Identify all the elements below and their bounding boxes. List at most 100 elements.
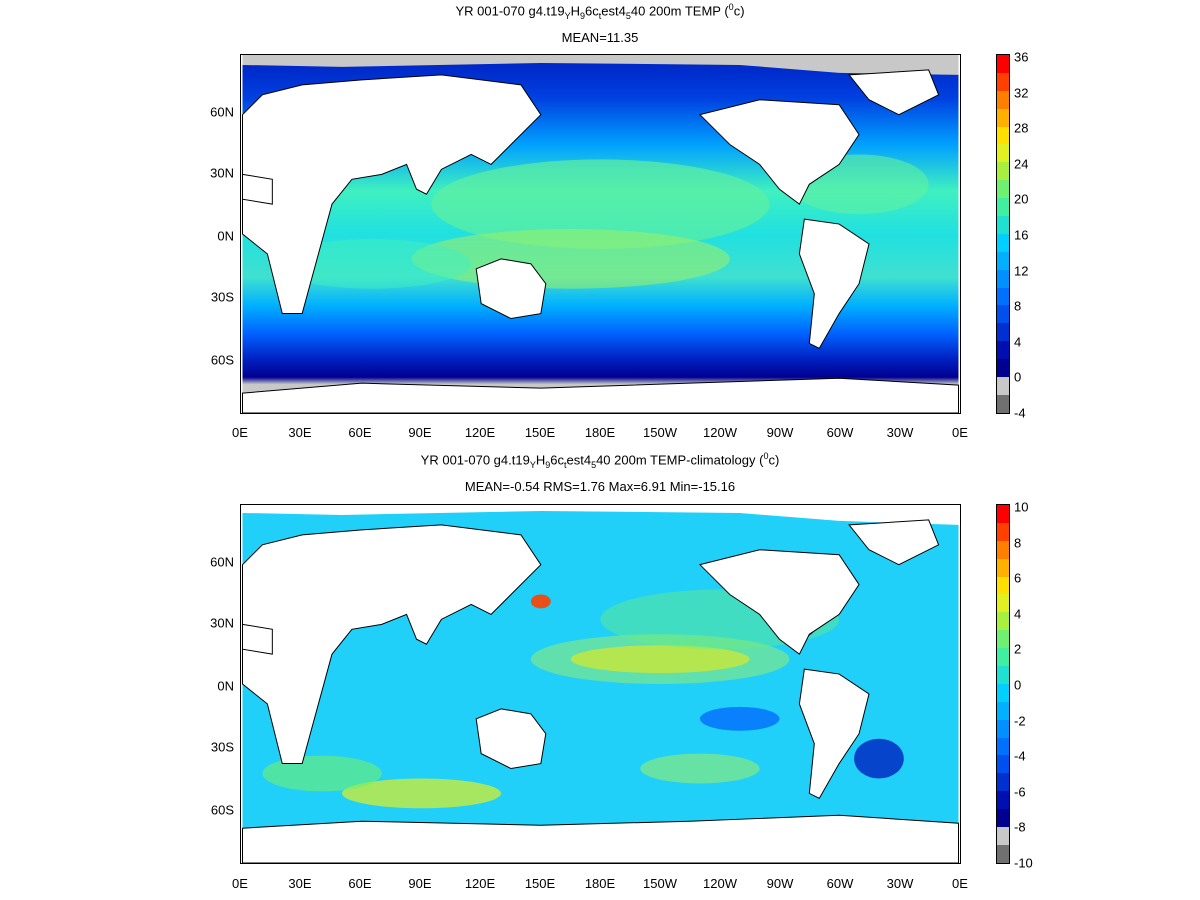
colorbar-segment — [997, 612, 1009, 631]
panel2-map — [240, 504, 961, 864]
colorbar-segment — [997, 341, 1009, 360]
panel1-xtick: 0E — [232, 425, 248, 440]
colorbar-segment — [997, 844, 1009, 863]
colorbar-segment — [997, 505, 1009, 523]
panel2-xtick: 0E — [952, 876, 968, 891]
panel2-xtick: 30E — [288, 876, 312, 891]
colorbar-segment — [997, 827, 1009, 845]
panel1-xtick: 180E — [584, 425, 616, 440]
colorbar-label: -2 — [1014, 713, 1026, 729]
colorbar-segment — [997, 269, 1009, 288]
colorbar-label: 32 — [1014, 85, 1029, 101]
panel1-xtick: 150W — [643, 425, 677, 440]
panel1-xtick: 120E — [464, 425, 496, 440]
panel2-xtick: 90E — [408, 876, 432, 891]
colorbar-segment — [997, 630, 1009, 649]
panel2-xtick: 150W — [643, 876, 677, 891]
panel1-subtitle: MEAN=11.35 — [561, 30, 639, 45]
panel1-xtick: 60E — [348, 425, 372, 440]
panel1-title: YR 001-070 g4.t19YH96ctest4540 200m TEMP… — [455, 2, 745, 21]
colorbar-segment — [997, 72, 1009, 91]
colorbar-label: 12 — [1014, 263, 1029, 279]
colorbar-label: 0 — [1014, 677, 1022, 693]
panel1-xtick: 90E — [408, 425, 432, 440]
panel2-xtick: 150E — [524, 876, 556, 891]
colorbar-segment — [997, 394, 1009, 413]
panel2-ytick-0n: 0N — [217, 678, 234, 694]
colorbar-label: 10 — [1014, 499, 1029, 515]
panel1-xtick: 0E — [952, 425, 968, 440]
colorbar-segment — [997, 251, 1009, 270]
panel2-ytick-30n: 30N — [210, 615, 234, 631]
panel2-xtick: 60E — [348, 876, 372, 891]
colorbar-segment — [997, 108, 1009, 127]
colorbar-segment — [997, 737, 1009, 756]
panel2-xtick: 60W — [826, 876, 854, 891]
panel1-ytick-60s: 60S — [210, 352, 234, 368]
panel2-xtick: 0E — [232, 876, 248, 891]
colorbar-segment — [997, 666, 1009, 684]
panel2-ytick-30s: 30S — [210, 739, 234, 755]
colorbar-segment — [997, 90, 1009, 109]
colorbar-segment — [997, 180, 1009, 199]
colorbar-segment — [997, 701, 1009, 720]
panel1-ytick-30s: 30S — [210, 289, 234, 305]
colorbar-label: -4 — [1014, 405, 1026, 421]
colorbar-segment — [997, 755, 1009, 774]
colorbar-label: 20 — [1014, 191, 1029, 207]
colorbar-segment — [997, 162, 1009, 181]
panel2-xtick: 180E — [584, 876, 616, 891]
panel2-xtick: 120E — [464, 876, 496, 891]
panel2-ytick-60n: 60N — [210, 554, 234, 570]
colorbar-segment — [997, 683, 1009, 702]
panel2-map-svg — [242, 505, 959, 863]
panel1-map — [240, 54, 961, 414]
colorbar-label: 36 — [1014, 49, 1029, 65]
colorbar-segment — [997, 323, 1009, 342]
colorbar-label: 4 — [1014, 334, 1022, 350]
colorbar-segment — [997, 55, 1009, 73]
colorbar-label: -8 — [1014, 819, 1026, 835]
panel2-subtitle: MEAN=-0.54 RMS=1.76 Max=6.91 Min=-15.16 — [464, 479, 736, 494]
panel2-xtick: 120W — [703, 876, 737, 891]
colorbar-segment — [997, 558, 1009, 577]
panel1-xtick: 120W — [703, 425, 737, 440]
panel1-xtick: 30W — [886, 425, 914, 440]
panel1-ytick-60n: 60N — [210, 104, 234, 120]
colorbar-segment — [997, 198, 1009, 217]
colorbar-segment — [997, 809, 1009, 828]
panel1-ytick-0n: 0N — [217, 228, 234, 244]
panel1-xtick: 90W — [766, 425, 794, 440]
colorbar-label: 6 — [1014, 570, 1022, 586]
colorbar-segment — [997, 359, 1009, 378]
panel2-colorbar — [996, 504, 1010, 864]
colorbar-label: 4 — [1014, 606, 1022, 622]
colorbar-label: 28 — [1014, 120, 1029, 136]
panel1-colorbar — [996, 54, 1010, 414]
colorbar-label: 0 — [1014, 369, 1022, 385]
colorbar-label: 16 — [1014, 227, 1029, 243]
colorbar-segment — [997, 126, 1009, 145]
panel1-map-svg — [242, 55, 959, 413]
colorbar-label: 8 — [1014, 535, 1022, 551]
colorbar-segment — [997, 216, 1009, 234]
colorbar-segment — [997, 594, 1009, 613]
colorbar-segment — [997, 233, 1009, 252]
colorbar-segment — [997, 773, 1009, 792]
colorbar-segment — [997, 791, 1009, 810]
panel1-xtick: 150E — [524, 425, 556, 440]
colorbar-label: -4 — [1014, 748, 1026, 764]
colorbar-segment — [997, 522, 1009, 541]
panel2-xtick: 90W — [766, 876, 794, 891]
colorbar-label: -6 — [1014, 784, 1026, 800]
panel1-xtick: 60W — [826, 425, 854, 440]
colorbar-segment — [997, 144, 1009, 163]
colorbar-segment — [997, 576, 1009, 595]
colorbar-segment — [997, 719, 1009, 738]
panel2-xtick: 30W — [886, 876, 914, 891]
colorbar-segment — [997, 287, 1009, 306]
colorbar-label: -10 — [1014, 855, 1033, 871]
colorbar-segment — [997, 648, 1009, 667]
colorbar-segment — [997, 540, 1009, 559]
panel2-ytick-60s: 60S — [210, 802, 234, 818]
